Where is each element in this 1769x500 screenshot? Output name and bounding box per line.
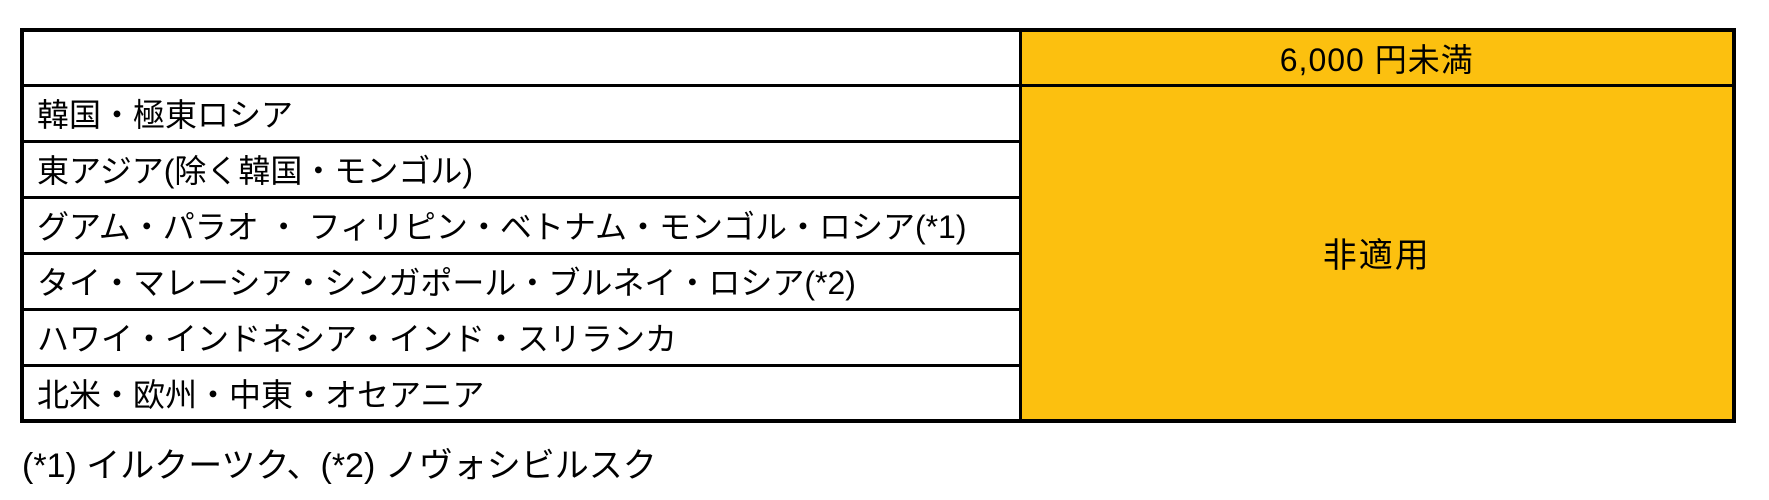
table-row: 北米・欧州・中東・オセアニア bbox=[20, 363, 1734, 423]
applicability-merged-cell: 非適用 bbox=[1018, 83, 1736, 423]
region-cell-thailand-malaysia-singapore: タイ・マレーシア・シンガポール・ブルネイ・ロシア(*2) bbox=[20, 251, 1022, 311]
header-empty-cell bbox=[20, 28, 1022, 87]
table-row: タイ・マレーシア・シンガポール・ブルネイ・ロシア(*2) bbox=[20, 251, 1734, 311]
region-cell-korea-fareast-russia: 韓国・極東ロシア bbox=[20, 83, 1022, 143]
table-row: ハワイ・インドネシア・インド・スリランカ bbox=[20, 307, 1734, 367]
table-row: グアム・パラオ ・ フィリピン・ベトナム・モンゴル・ロシア(*1) bbox=[20, 195, 1734, 255]
region-cell-guam-palau-philippines: グアム・パラオ ・ フィリピン・ベトナム・モンゴル・ロシア(*1) bbox=[20, 195, 1022, 255]
table-header-row: 6,000 円未満 bbox=[20, 28, 1736, 87]
table-row: 韓国・極東ロシア 非適用 bbox=[20, 83, 1736, 423]
table-row: 東アジア(除く韓国・モンゴル) bbox=[20, 139, 1734, 199]
footnote: (*1) イルクーツク、(*2) ノヴォシビルスク bbox=[22, 447, 657, 485]
region-cell-northamerica-europe-middleeast-oceania: 北米・欧州・中東・オセアニア bbox=[20, 363, 1022, 423]
price-band-header: 6,000 円未満 bbox=[1018, 28, 1736, 87]
region-cell-hawaii-indonesia-india: ハワイ・インドネシア・インド・スリランカ bbox=[20, 307, 1022, 367]
region-cell-east-asia: 東アジア(除く韓国・モンゴル) bbox=[20, 139, 1022, 199]
fare-table: 6,000 円未満 韓国・極東ロシア 非適用 東アジア(除く韓国・モンゴル) グ… bbox=[20, 28, 1736, 423]
